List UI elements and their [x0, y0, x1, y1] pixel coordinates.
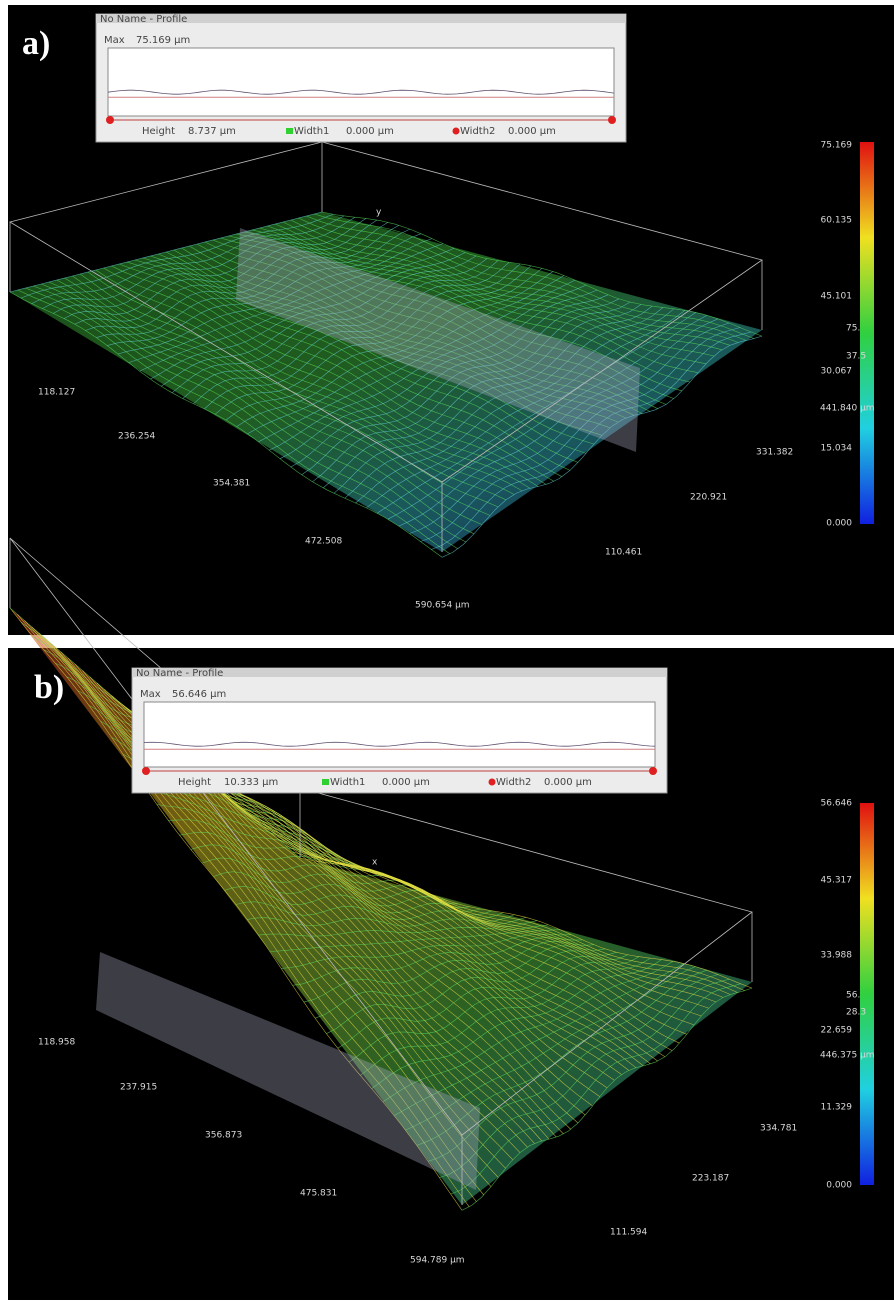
x-axis-label: 590.654 µm: [415, 601, 470, 611]
colorbar-label: 60.135: [821, 216, 853, 226]
width2-marker: [489, 779, 496, 786]
colorbar-label: 0.000: [826, 1181, 852, 1191]
overlay-label: 28.3: [846, 1008, 866, 1018]
y-axis-label: 223.187: [692, 1174, 729, 1184]
overlay-label: 75.: [846, 324, 860, 334]
x-axis-label: 237.915: [120, 1083, 157, 1093]
colorbar-label: 75.169: [821, 141, 853, 151]
width1-label: Width1: [330, 777, 365, 788]
x-axis-label: 594.789 µm: [410, 1256, 465, 1266]
x-axis-label: 118.958: [38, 1038, 75, 1048]
width2-label: Width2: [460, 126, 495, 137]
width1-marker: [322, 779, 329, 785]
cursor-dot: [649, 767, 657, 775]
width2-label: Width2: [496, 777, 531, 788]
x-axis-label: 354.381: [213, 479, 250, 489]
panel-label: a): [22, 25, 50, 62]
width2-marker: [453, 128, 460, 135]
y-axis-label: 110.461: [605, 548, 642, 558]
profile-title: No Name - Profile: [100, 14, 187, 25]
width1-label: Width1: [294, 126, 329, 137]
panel: x 118.958 237.915 356.873 475.831 594.789 µm 3…: [8, 538, 894, 1300]
max-label: Max: [140, 689, 161, 700]
y-axis-label: 331.382: [756, 448, 793, 458]
cursor-dot: [142, 767, 150, 775]
colorbar-label: 45.317: [821, 876, 853, 886]
colorbar-label: 0.000: [826, 519, 852, 529]
colorbar-label: 15.034: [821, 444, 853, 454]
colorbar: [860, 142, 874, 524]
overlay-label: 37.5: [846, 352, 866, 362]
colorbar-label: 56.646: [821, 799, 853, 809]
axis-letter: x: [372, 858, 378, 868]
colorbar: [860, 803, 874, 1185]
axis-letter: y: [376, 208, 382, 218]
height-label: Height: [178, 777, 211, 788]
colorbar-label: 30.067: [821, 367, 853, 377]
width2-value: 0.000 µm: [508, 126, 556, 137]
x-axis-label: 472.508: [305, 537, 342, 547]
overlay-label: 446.375 µm: [820, 1051, 875, 1061]
width1-value: 0.000 µm: [382, 777, 430, 788]
profile-title: No Name - Profile: [136, 668, 223, 679]
x-axis-label: 475.831: [300, 1189, 337, 1199]
colorbar-label: 33.988: [821, 951, 853, 961]
profile-plot: [108, 48, 614, 116]
x-axis-label: 236.254: [118, 432, 155, 442]
width1-value: 0.000 µm: [346, 126, 394, 137]
cursor-dot: [608, 116, 616, 124]
panel-label: b): [34, 669, 64, 706]
x-axis-label: 356.873: [205, 1131, 242, 1141]
panel: y 118.127 236.254 354.381 472.508 590.654 µm 3…: [8, 5, 894, 635]
height-value: 8.737 µm: [188, 126, 236, 137]
max-value: 75.169 µm: [136, 35, 190, 46]
colorbar-label: 11.329: [821, 1103, 853, 1113]
width2-value: 0.000 µm: [544, 777, 592, 788]
max-value: 56.646 µm: [172, 689, 226, 700]
width1-marker: [286, 128, 293, 134]
x-axis-label: 118.127: [38, 388, 75, 398]
overlay-label: 441.840 µm: [820, 404, 875, 414]
colorbar-label: 45.101: [821, 292, 853, 302]
max-label: Max: [104, 35, 125, 46]
y-axis-label: 334.781: [760, 1124, 797, 1134]
cursor-dot: [106, 116, 114, 124]
profile-plot: [144, 702, 655, 767]
overlay-label: 56.: [846, 991, 860, 1001]
height-value: 10.333 µm: [224, 777, 278, 788]
height-label: Height: [142, 126, 175, 137]
colorbar-label: 22.659: [821, 1026, 853, 1036]
y-axis-label: 111.594: [610, 1228, 647, 1238]
figure: y 118.127 236.254 354.381 472.508 590.654 µm 3…: [0, 0, 894, 1306]
y-axis-label: 220.921: [690, 493, 727, 503]
